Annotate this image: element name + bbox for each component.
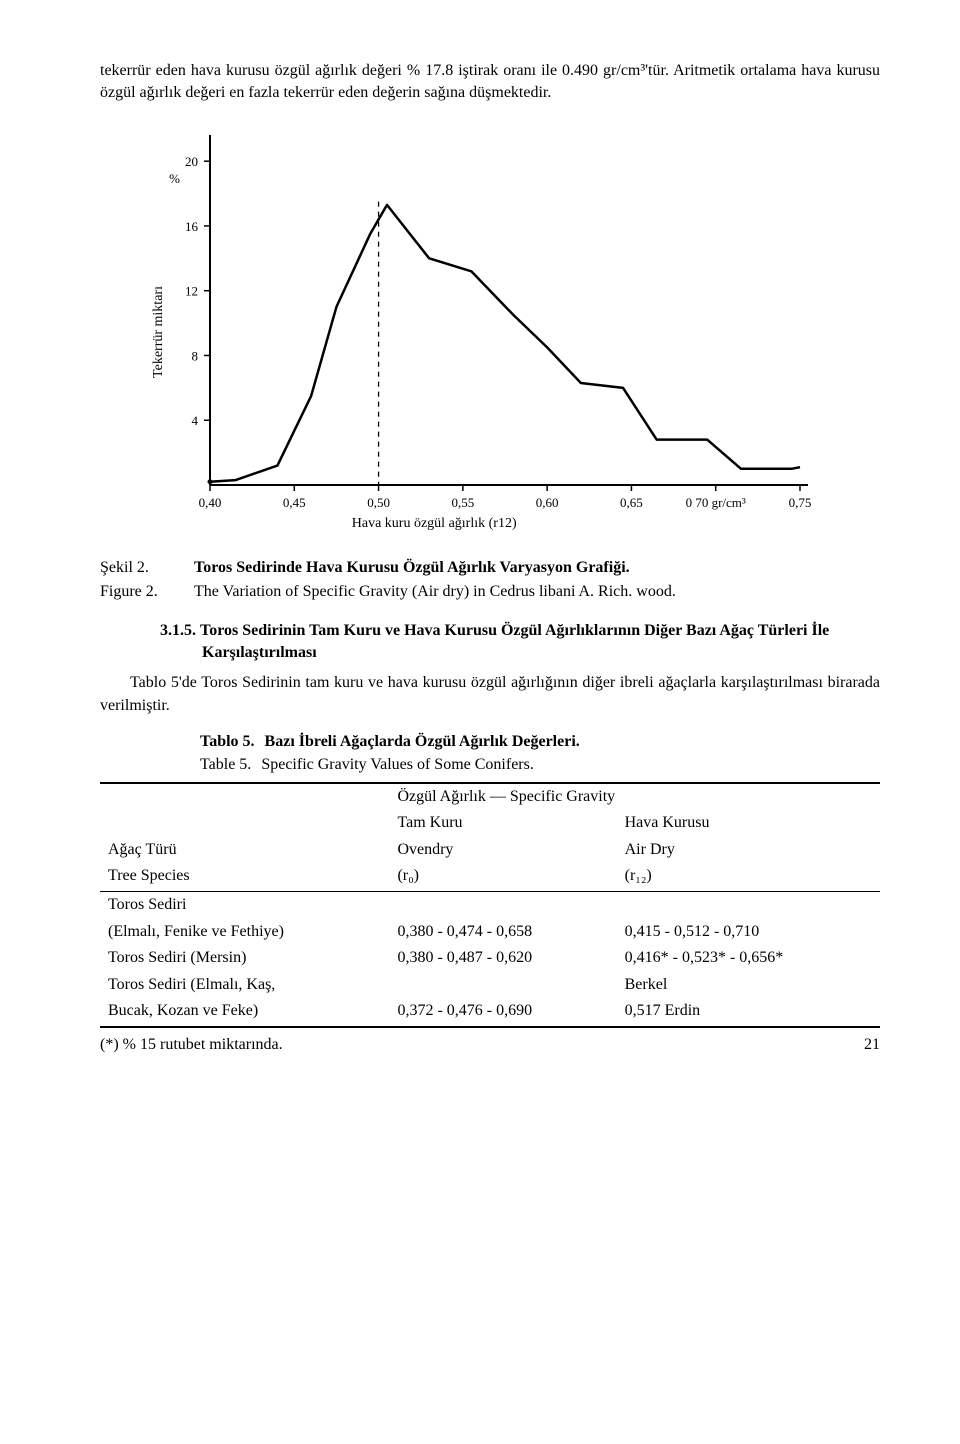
table-col2-mid: Ovendry — [389, 837, 616, 863]
svg-text:0 70 gr/cm³: 0 70 gr/cm³ — [686, 495, 746, 510]
svg-text:0,50: 0,50 — [367, 495, 390, 510]
svg-text:16: 16 — [185, 219, 199, 234]
figure-label-en: Figure 2. — [100, 581, 182, 603]
table-col3-en: (r₁₂) — [617, 863, 880, 892]
species-cell: Toros Sediri (Elmalı, Kaş, — [100, 972, 389, 998]
airdry-cell: Berkel — [617, 972, 880, 998]
table-label-tr: Tablo 5. — [200, 731, 255, 753]
table-span-header: Özgül Ağırlık — Specific Gravity — [389, 783, 880, 810]
table-col2-en: (r₀) — [389, 863, 616, 892]
specific-gravity-table: Özgül Ağırlık — Specific Gravity Tam Kur… — [100, 782, 880, 1029]
table-row: Toros Sediri (Elmalı, Kaş, Berkel — [100, 972, 880, 998]
svg-text:12: 12 — [185, 283, 198, 298]
table-col3-mid: Air Dry — [617, 837, 880, 863]
table-row: Toros Sediri — [100, 892, 880, 919]
svg-text:0,40: 0,40 — [199, 495, 222, 510]
figure-caption: Şekil 2. Toros Sedirinde Hava Kurusu Özg… — [100, 557, 880, 604]
svg-text:0,45: 0,45 — [283, 495, 306, 510]
section-title: Toros Sedirinin Tam Kuru ve Hava Kurusu … — [200, 622, 829, 661]
footnote-text: (*) % 15 rutubet miktarında. — [100, 1034, 283, 1056]
figure-label-tr: Şekil 2. — [100, 557, 182, 579]
ovendry-cell: 0,380 - 0,487 - 0,620 — [389, 945, 616, 971]
table-label-en: Table 5. — [200, 754, 251, 776]
footnote-row: (*) % 15 rutubet miktarında. 21 — [100, 1034, 880, 1056]
svg-text:4: 4 — [192, 413, 199, 428]
svg-text:0,60: 0,60 — [536, 495, 559, 510]
species-cell: Bucak, Kozan ve Feke) — [100, 998, 389, 1027]
table-text-en: Specific Gravity Values of Some Conifers… — [261, 754, 534, 776]
table-col1-blank2 — [100, 810, 389, 836]
table-col1-blank — [100, 783, 389, 810]
ovendry-cell — [389, 892, 616, 919]
chart-svg: 4 8 12 16 20% 0,40 0,45 0,50 0,55 0,60 0,65 0 70 gr… — [140, 125, 820, 545]
table-col2-tr: Tam Kuru — [389, 810, 616, 836]
table-row: (Elmalı, Fenike ve Fethiye)0,380 - 0,474… — [100, 919, 880, 945]
svg-text:0,65: 0,65 — [620, 495, 643, 510]
page-number: 21 — [864, 1034, 880, 1056]
figure-2-chart: 4 8 12 16 20% 0,40 0,45 0,50 0,55 0,60 0,65 0 70 gr… — [100, 125, 880, 545]
table-col1-en: Tree Species — [100, 863, 389, 892]
ovendry-cell: 0,380 - 0,474 - 0,658 — [389, 919, 616, 945]
species-cell: Toros Sediri (Mersin) — [100, 945, 389, 971]
svg-text:%: % — [169, 171, 180, 186]
table-caption: Tablo 5. Bazı İbreli Ağaçlarda Özgül Ağı… — [200, 731, 880, 776]
figure-text-tr: Toros Sedirinde Hava Kurusu Özgül Ağırlı… — [194, 557, 880, 579]
section-body: Tablo 5'de Toros Sedirinin tam kuru ve h… — [100, 672, 880, 717]
table-row: Toros Sediri (Mersin)0,380 - 0,487 - 0,6… — [100, 945, 880, 971]
svg-text:Hava kuru özgül ağırlık (r12): Hava kuru özgül ağırlık (r12) — [352, 516, 517, 531]
species-cell: (Elmalı, Fenike ve Fethiye) — [100, 919, 389, 945]
airdry-cell: 0,517 Erdin — [617, 998, 880, 1027]
section-heading: 3.1.5. Toros Sedirinin Tam Kuru ve Hava … — [160, 620, 880, 665]
svg-text:0,55: 0,55 — [451, 495, 474, 510]
airdry-cell: 0,415 - 0,512 - 0,710 — [617, 919, 880, 945]
species-cell: Toros Sediri — [100, 892, 389, 919]
svg-text:Tekerrür miktarı: Tekerrür miktarı — [151, 286, 166, 378]
airdry-cell: 0,416* - 0,523* - 0,656* — [617, 945, 880, 971]
figure-text-en: The Variation of Specific Gravity (Air d… — [194, 581, 880, 603]
airdry-cell — [617, 892, 880, 919]
table-row: Bucak, Kozan ve Feke)0,372 - 0,476 - 0,6… — [100, 998, 880, 1027]
section-number: 3.1.5. — [160, 622, 196, 639]
table-col3-tr: Hava Kurusu — [617, 810, 880, 836]
ovendry-cell — [389, 972, 616, 998]
table-col1-tr: Ağaç Türü — [100, 837, 389, 863]
intro-paragraph: tekerrür eden hava kurusu özgül ağırlık … — [100, 60, 880, 105]
svg-text:20: 20 — [185, 154, 198, 169]
svg-text:0,75: 0,75 — [789, 495, 812, 510]
table-text-tr: Bazı İbreli Ağaçlarda Özgül Ağırlık Değe… — [265, 731, 580, 753]
svg-text:8: 8 — [192, 348, 199, 363]
ovendry-cell: 0,372 - 0,476 - 0,690 — [389, 998, 616, 1027]
